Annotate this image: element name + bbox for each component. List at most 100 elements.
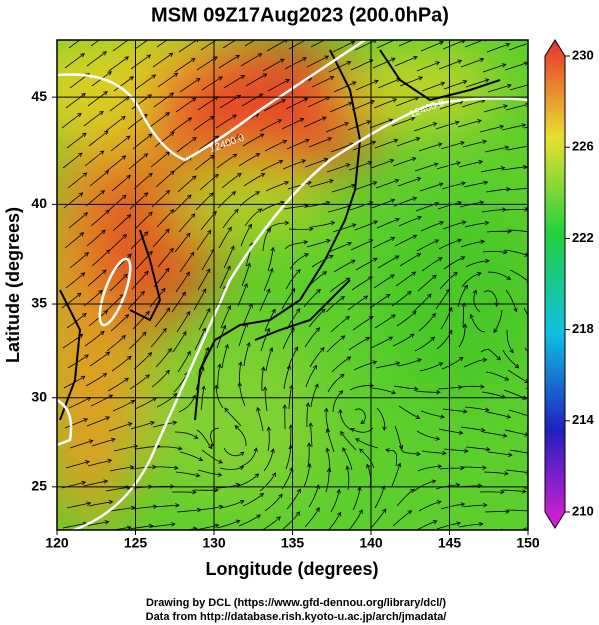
colorbar-tick-label: 210 xyxy=(572,503,594,518)
streamline-arrow xyxy=(151,35,155,39)
streamline-arrow xyxy=(413,55,418,61)
streamline xyxy=(460,58,484,68)
streamline-arrow xyxy=(366,463,371,469)
streamline-arrow xyxy=(521,123,527,128)
streamline-arrow xyxy=(218,504,224,510)
streamline xyxy=(460,240,485,248)
streamline xyxy=(377,255,399,269)
streamline xyxy=(179,451,203,461)
streamline xyxy=(242,133,264,147)
streamline-arrow xyxy=(390,236,396,242)
streamline xyxy=(420,410,445,418)
streamline xyxy=(304,507,320,528)
streamline-arrow xyxy=(255,191,260,196)
streamline-arrow xyxy=(170,522,176,527)
streamline-arrow xyxy=(309,226,314,232)
streamline-arrow xyxy=(153,504,158,509)
streamline xyxy=(69,440,93,449)
streamline xyxy=(370,159,394,169)
streamline xyxy=(200,40,218,51)
streamline-arrow xyxy=(121,155,127,160)
streamline-arrow xyxy=(186,310,191,316)
streamline-arrow xyxy=(81,480,87,486)
streamline xyxy=(442,40,466,50)
streamline-arrow xyxy=(130,505,136,511)
streamline-arrow xyxy=(169,131,175,137)
streamline xyxy=(286,308,301,330)
streamline xyxy=(347,120,371,131)
streamline-arrow xyxy=(328,36,332,39)
streamline xyxy=(352,141,376,151)
streamline-arrow xyxy=(130,400,136,405)
streamline xyxy=(355,438,379,449)
streamline xyxy=(415,390,440,393)
streamline xyxy=(261,201,285,212)
streamline-arrow xyxy=(325,428,331,434)
streamline-arrow xyxy=(295,511,301,516)
streamline-arrow xyxy=(454,120,460,125)
streamline-arrow xyxy=(395,217,400,223)
streamline-arrow xyxy=(303,240,309,245)
streamline xyxy=(391,463,401,487)
streamline xyxy=(266,40,288,52)
streamline-arrow xyxy=(391,390,397,395)
streamline xyxy=(435,484,460,490)
streamline xyxy=(482,63,506,73)
streamline xyxy=(355,80,379,91)
streamline xyxy=(305,201,330,208)
streamline-arrow xyxy=(106,32,110,36)
streamline-arrow xyxy=(148,211,153,217)
streamline-arrow xyxy=(505,186,511,192)
streamline xyxy=(417,465,442,472)
streamline xyxy=(260,160,283,172)
streamline xyxy=(264,140,287,152)
streamline xyxy=(179,78,201,93)
streamline-arrow xyxy=(100,330,105,336)
streamline xyxy=(130,421,155,430)
x-tick-label: 135 xyxy=(281,535,305,551)
streamline xyxy=(350,427,374,433)
streamline xyxy=(64,232,84,249)
streamline xyxy=(245,73,267,87)
streamline-arrow xyxy=(206,268,211,274)
streamline xyxy=(309,179,334,188)
streamline-arrow xyxy=(79,232,85,237)
streamline xyxy=(416,520,437,530)
streamline xyxy=(241,93,263,107)
streamline xyxy=(65,461,90,469)
streamline-arrow xyxy=(396,462,402,468)
streamline xyxy=(439,101,463,110)
streamline xyxy=(348,337,370,351)
streamline xyxy=(440,503,465,510)
streamline-arrow xyxy=(172,420,178,426)
streamline xyxy=(112,400,135,412)
streamline-arrow xyxy=(305,138,310,143)
streamline-arrow xyxy=(545,527,549,531)
streamline xyxy=(216,520,240,529)
streamline-arrow xyxy=(322,271,328,276)
streamline-arrow xyxy=(165,307,171,313)
streamline-arrow xyxy=(440,81,446,86)
streamline xyxy=(91,249,111,267)
streamline xyxy=(112,40,129,52)
streamline-arrow xyxy=(370,99,375,105)
streamline-arrow xyxy=(355,438,360,443)
streamline-arrow xyxy=(366,120,372,125)
streamline-arrow xyxy=(140,290,145,296)
streamline-arrow xyxy=(205,346,210,352)
streamline xyxy=(465,446,490,451)
streamline xyxy=(157,248,174,268)
streamline xyxy=(442,221,466,230)
streamline xyxy=(505,289,517,312)
streamline xyxy=(243,342,250,367)
streamline xyxy=(217,191,236,209)
streamline xyxy=(414,336,435,352)
colorbar-tick-label: 218 xyxy=(572,321,594,336)
streamline-arrow xyxy=(296,488,301,494)
streamline-arrow xyxy=(416,358,422,363)
streamline-arrow xyxy=(367,161,373,166)
streamline-arrow xyxy=(185,271,190,277)
streamline xyxy=(396,137,420,147)
streamline xyxy=(128,331,147,350)
streamline-arrow xyxy=(350,40,356,45)
